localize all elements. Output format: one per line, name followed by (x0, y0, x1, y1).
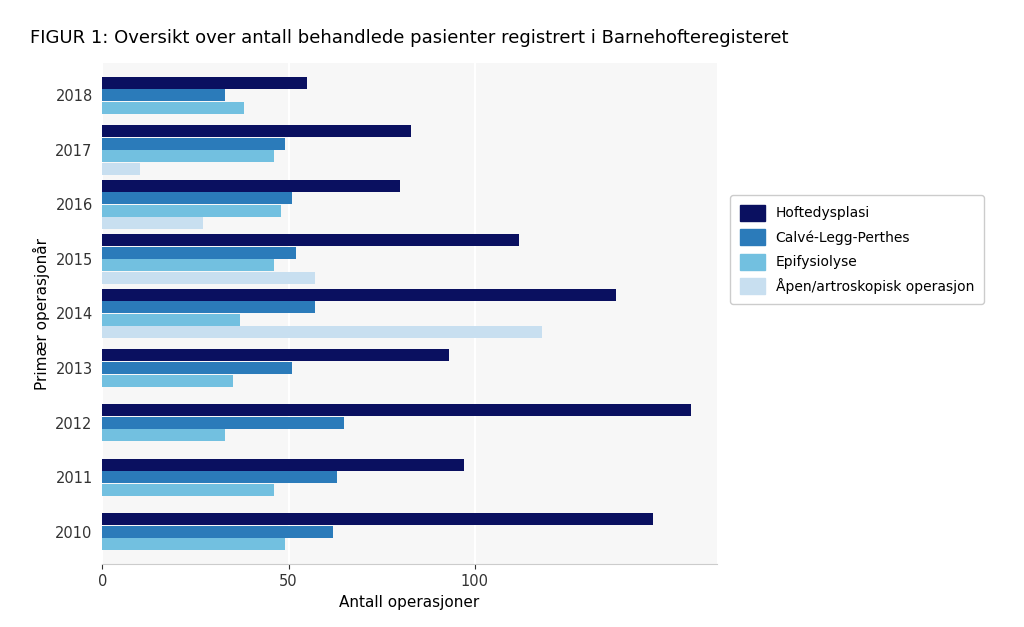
Bar (102, 180, 400, 192)
Bar (102, 538, 285, 550)
Bar (102, 218, 203, 229)
Bar (102, 246, 296, 259)
Bar (102, 513, 653, 525)
Bar (102, 150, 273, 162)
Bar (102, 138, 285, 150)
Bar (102, 163, 139, 175)
Bar (102, 125, 412, 137)
Bar (102, 288, 616, 301)
Bar (102, 77, 307, 89)
Bar (102, 205, 282, 217)
Y-axis label: Primær operasjonår: Primær operasjonår (33, 238, 50, 389)
Bar (102, 102, 244, 114)
Bar (102, 271, 314, 284)
Bar (102, 90, 225, 102)
Bar (102, 429, 225, 441)
Bar (102, 404, 691, 416)
Bar (102, 349, 449, 362)
Bar (102, 259, 273, 271)
Bar (102, 471, 337, 483)
Bar (102, 483, 273, 495)
Legend: Hoftedysplasi, Calvé-Legg-Perthes, Epifysiolyse, Åpen/artroskopisk operasjon: Hoftedysplasi, Calvé-Legg-Perthes, Epify… (730, 195, 984, 304)
Bar (102, 326, 542, 339)
X-axis label: Antall operasjoner: Antall operasjoner (340, 594, 479, 609)
Bar (102, 362, 292, 374)
Bar (102, 525, 333, 537)
Title: FIGUR 1: Oversikt over antall behandlede pasienter registrert i Barnehofteregist: FIGUR 1: Oversikt over antall behandlede… (31, 29, 788, 47)
Bar (102, 234, 519, 246)
Bar (102, 458, 464, 470)
Bar (102, 301, 314, 314)
Bar (102, 374, 232, 387)
Bar (102, 192, 292, 204)
Bar (102, 314, 241, 326)
Bar (102, 416, 344, 428)
